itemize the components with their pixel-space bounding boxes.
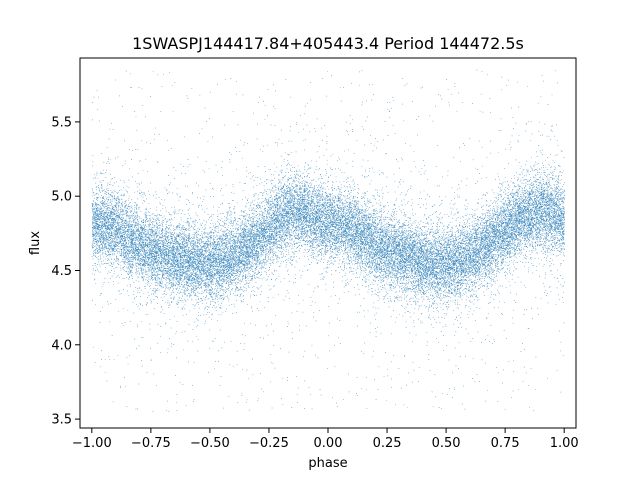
x-tick-label: 0.50: [432, 436, 461, 451]
y-axis: 3.5 4.0 4.5 5.0 5.5: [51, 115, 80, 428]
x-tick-label: 1.00: [550, 436, 579, 451]
y-tick-label: 5.5: [51, 115, 72, 130]
scatter-series: [91, 69, 565, 412]
x-axis: −1.00 −0.75 −0.50 −0.25 0.00 0.25 0.50 0.75 1.00: [72, 428, 579, 451]
x-tick-label: −0.25: [249, 436, 289, 451]
y-tick-label: 5.0: [51, 190, 72, 205]
chart-title: 1SWASPJ144417.84+405443.4 Period 144472.…: [132, 34, 524, 53]
y-tick-label: 4.5: [51, 264, 72, 279]
y-tick-label: 4.0: [51, 338, 72, 353]
x-tick-label: 0.75: [491, 436, 520, 451]
x-tick-label: −1.00: [72, 436, 112, 451]
x-tick-label: 0.00: [314, 436, 343, 451]
y-tick-label: 3.5: [51, 413, 72, 428]
x-tick-label: −0.75: [131, 436, 171, 451]
x-axis-label: phase: [308, 456, 347, 471]
y-axis-label: flux: [28, 231, 43, 255]
scatter-points: [91, 69, 565, 412]
x-tick-label: −0.50: [190, 436, 230, 451]
x-tick-label: 0.25: [373, 436, 402, 451]
